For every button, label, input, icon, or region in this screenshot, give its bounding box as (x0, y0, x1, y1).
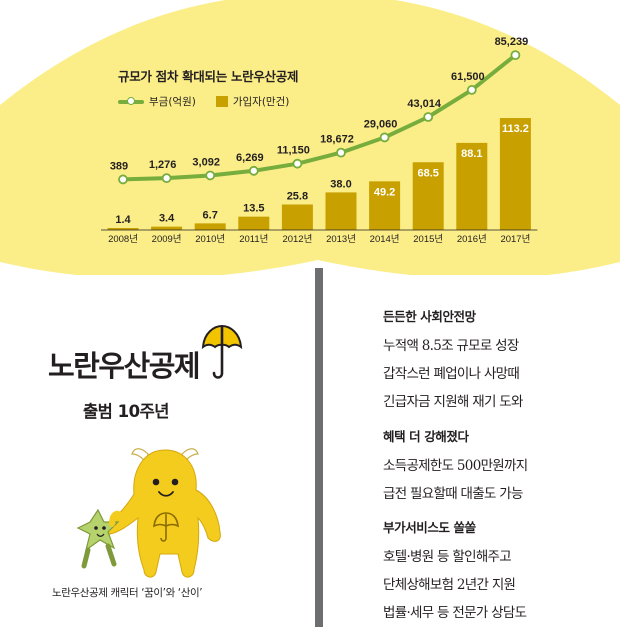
x-tick-label: 2013년 (326, 234, 356, 245)
section-line: 법률·세무 등 전문가 상담도 (383, 605, 527, 621)
legend-label-deposit: 부금(억원) (149, 96, 196, 108)
chart-legend: 부금(억원) 가입자(만건) (118, 94, 289, 109)
line-point (336, 147, 346, 158)
bar-value-label: 1.4 (115, 214, 131, 226)
line-point (248, 165, 259, 176)
x-tick-label: 2014년 (370, 234, 400, 245)
bar-2012년 (281, 204, 313, 230)
x-tick-label: 2008년 (108, 234, 138, 245)
legend-bar-swatch (215, 96, 228, 107)
bar-value-label: 68.5 (417, 167, 438, 179)
line-point (423, 112, 434, 122)
line-value-label: 6,269 (236, 152, 264, 164)
line-point (466, 85, 477, 95)
bar-value-label: 25.8 (287, 190, 308, 202)
section-benefits: 혜택 더 강해졌다 소득공제한도 500만원까지 급전 필요할때 대출도 가능 (383, 426, 613, 510)
section-line: 긴급자금 지원해 재기 도와 (383, 394, 523, 410)
x-tick-label: 2012년 (282, 234, 312, 245)
legend-line-swatch (118, 96, 144, 105)
section-heading: 혜택 더 강해졌다 (383, 429, 469, 444)
bar-value-label: 38.0 (330, 178, 351, 190)
legend-label-members: 가입자(만건) (232, 96, 290, 108)
section-safety-net: 든든한 사회안전망 누적액 8.5조 규모로 성장 갑작스런 폐업이나 사망때 … (383, 306, 613, 418)
x-tick-label: 2015년 (413, 234, 443, 245)
line-point (118, 174, 128, 185)
section-line: 급전 필요할때 대출도 가능 (383, 486, 523, 502)
section-heading: 든든한 사회안전망 (383, 309, 476, 324)
bar-value-label: 113.2 (502, 123, 529, 135)
bar-value-label: 6.7 (203, 209, 218, 221)
x-tick-label: 2017년 (500, 234, 530, 245)
x-tick-label: 2010년 (195, 234, 225, 245)
x-tick-label: 2011년 (239, 234, 268, 245)
line-point (292, 158, 303, 169)
section-line: 단체상해보험 2년간 지원 (383, 577, 516, 593)
bar-value-label: 49.2 (374, 186, 395, 198)
section-extra-services: 부가서비스도 쏠쏠 호텔·병원 등 할인해주고 단체상해보험 2년간 지원 법률… (383, 517, 613, 629)
combo-chart: 1.4 3.4 6.7 13.5 25.8 38.0 49.2 68.5 88.1 113.2 3… (101, 36, 538, 245)
line-point (510, 50, 521, 61)
deposit-trend-line (121, 53, 518, 182)
bar-value-label: 13.5 (243, 203, 264, 215)
bar-2009년 (151, 226, 183, 230)
bar-value-label: 3.4 (159, 213, 175, 225)
section-heading: 부가서비스도 쏠쏠 (383, 520, 476, 535)
bar-2010년 (194, 223, 226, 230)
line-value-label: 18,672 (320, 134, 354, 146)
brand-name: 노란우산공제 (48, 349, 201, 383)
bar-2013년 (325, 192, 357, 230)
mascot-illustration (76, 448, 221, 578)
bar-2014년 (369, 181, 401, 230)
section-line: 갑작스런 폐업이나 사망때 (383, 366, 520, 382)
line-value-label: 11,150 (277, 145, 310, 157)
line-value-label: 3,092 (192, 156, 220, 168)
bar-2011년 (238, 216, 270, 230)
x-tick-label: 2009년 (152, 234, 182, 245)
bar-2017년 (499, 118, 531, 230)
line-value-label: 389 (110, 160, 128, 172)
line-value-label: 29,060 (364, 118, 398, 130)
bar-2008년 (107, 228, 139, 230)
section-line: 누적액 8.5조 규모로 성장 (383, 338, 519, 354)
line-point (379, 132, 390, 143)
section-line: 소득공제한도 500만원까지 (383, 458, 528, 474)
umbrella-pole (315, 268, 323, 627)
line-point (161, 173, 172, 184)
bar-2015년 (412, 162, 444, 230)
x-tick-label: 2016년 (457, 234, 487, 245)
brand-subtitle: 출범 10주년 (83, 402, 169, 421)
mascot-caption: 노란우산공제 캐릭터 ‘꿈이’와 ‘산이’ (52, 587, 203, 599)
line-point (205, 170, 216, 181)
bar-2016년 (456, 142, 488, 230)
chart-title: 규모가 점차 확대되는 노란우산공제 (118, 69, 299, 84)
line-value-label: 1,276 (149, 159, 177, 171)
line-value-label: 61,500 (451, 71, 485, 83)
line-value-label: 43,014 (407, 98, 442, 110)
brand-logo: 노란우산공제 (48, 323, 248, 383)
bar-value-label: 88.1 (461, 148, 482, 160)
umbrella-icon (201, 324, 243, 379)
section-line: 호텔·병원 등 할인해주고 (383, 549, 512, 565)
line-value-label: 85,239 (495, 36, 529, 48)
